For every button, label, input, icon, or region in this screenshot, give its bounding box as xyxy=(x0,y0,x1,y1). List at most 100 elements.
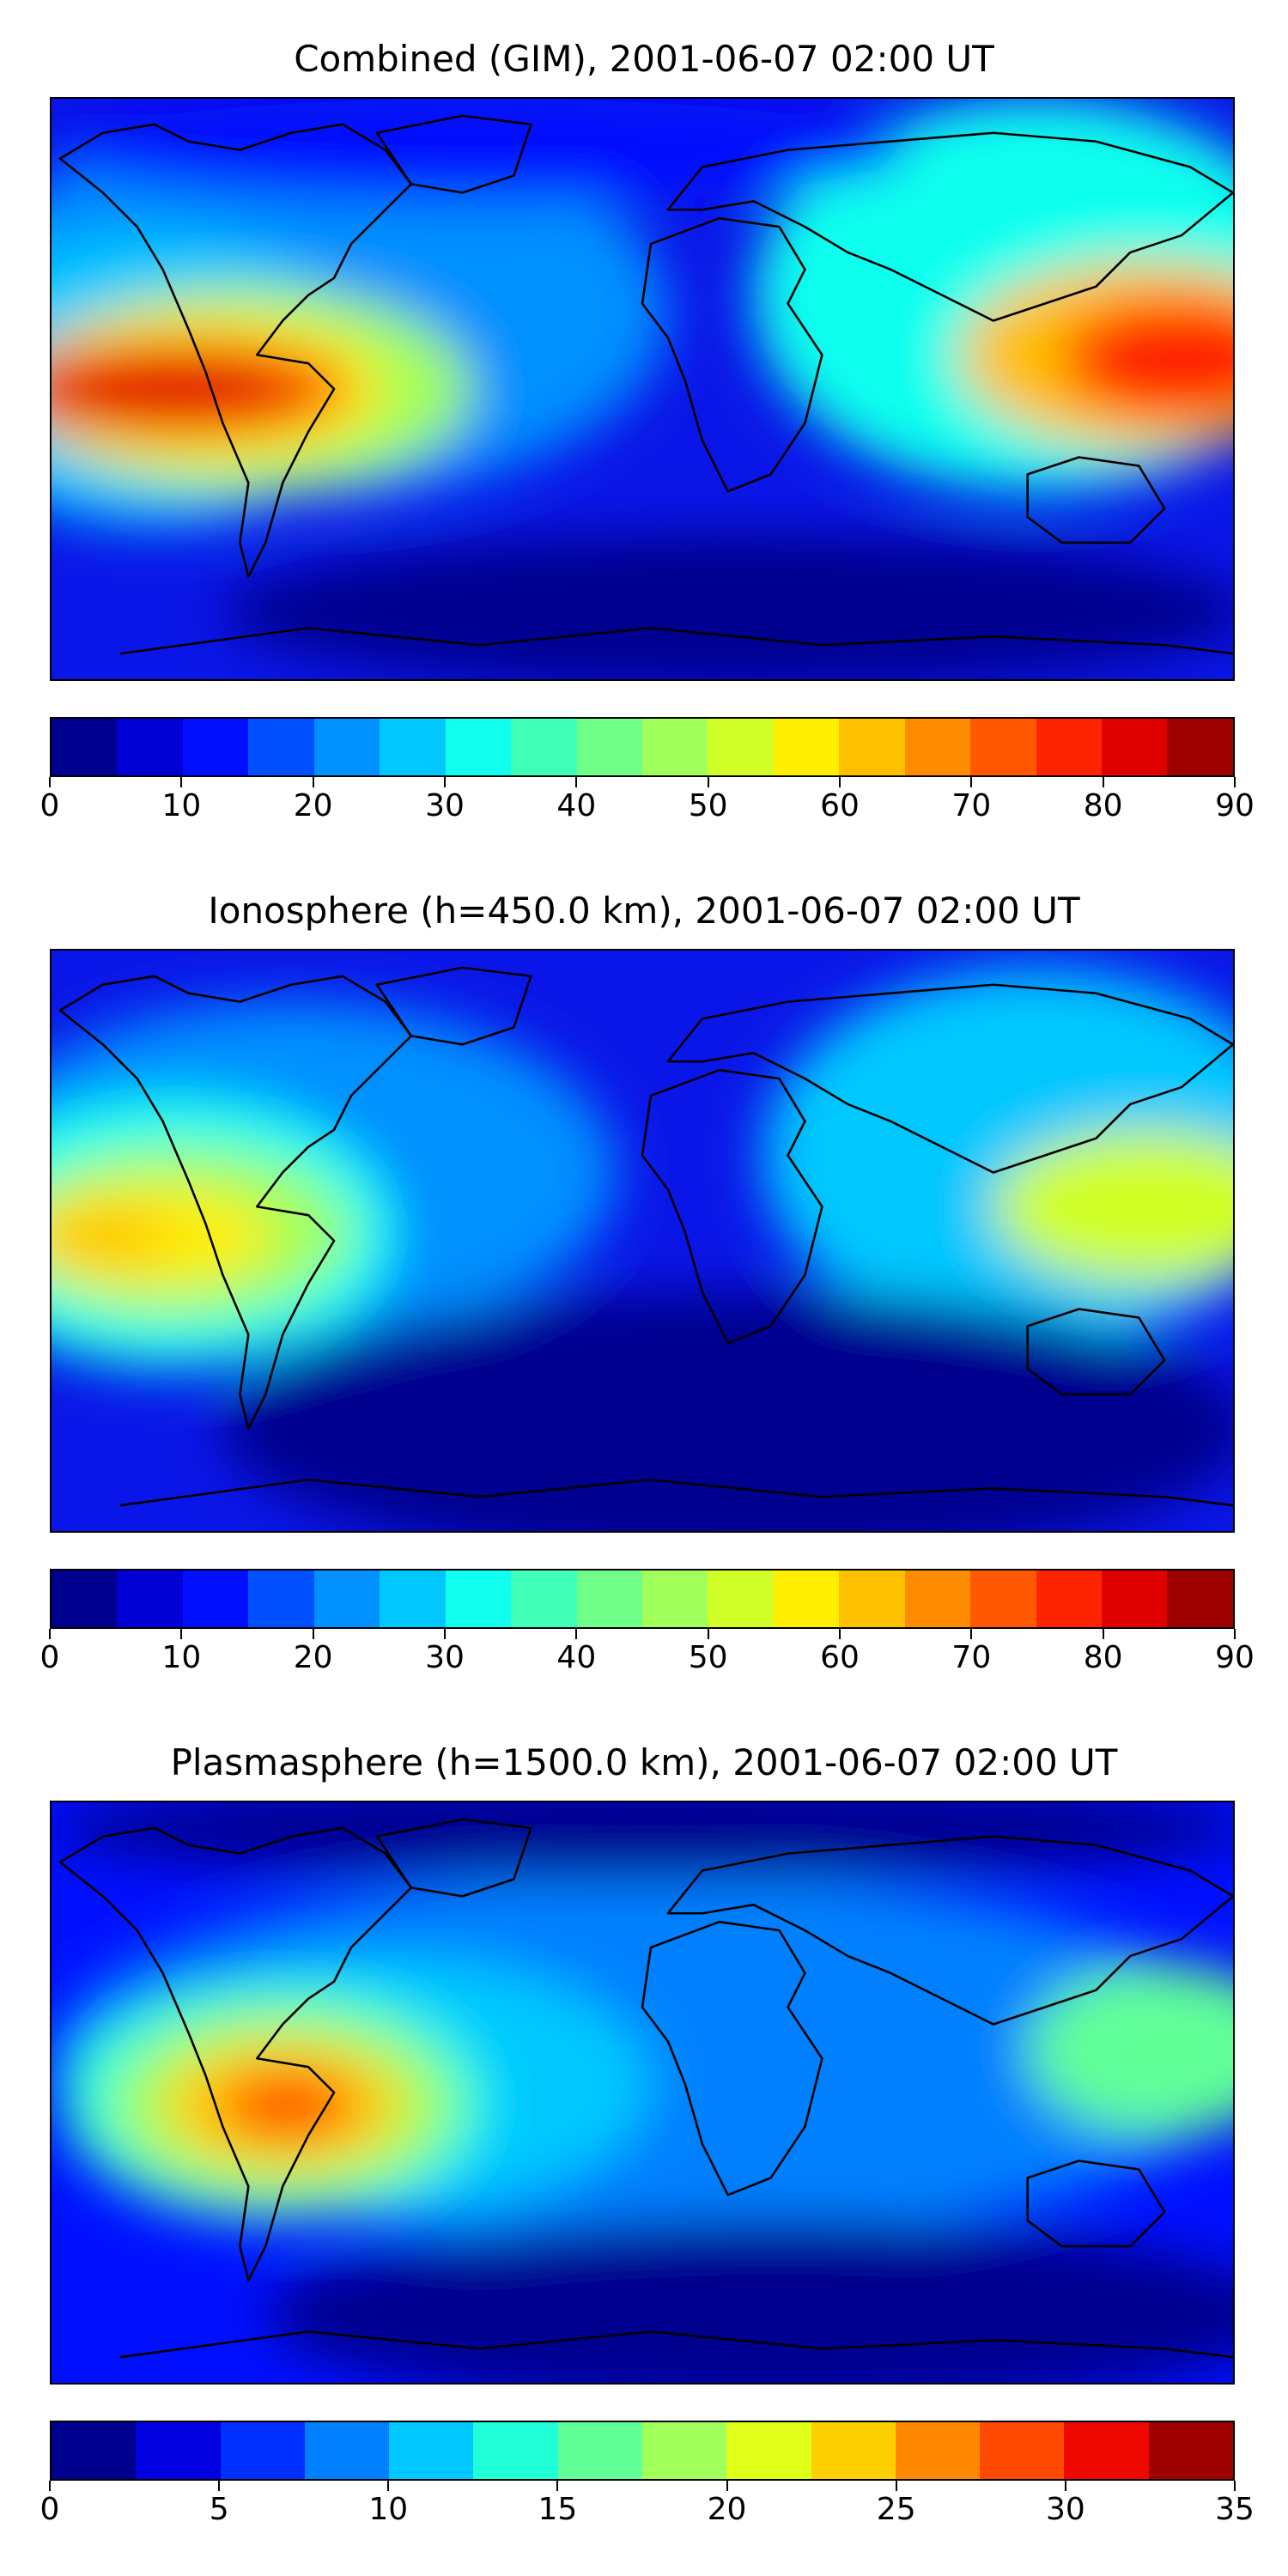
colorbar-tick-label: 50 xyxy=(688,1640,728,1675)
colorbar-tick-mark xyxy=(218,2481,221,2491)
colorbar-segment xyxy=(117,1571,183,1627)
colorbar-segment xyxy=(708,1571,774,1627)
colorbar-tick-label: 0 xyxy=(39,1640,60,1675)
colorbar-tick-mark xyxy=(49,2481,51,2491)
colorbar-segment xyxy=(511,719,577,775)
colorbar-segment xyxy=(380,1571,446,1627)
colorbar-tick-mark xyxy=(387,2481,390,2491)
colorbar-tick-mark xyxy=(1234,2481,1236,2491)
colorbar-tick-mark xyxy=(970,777,973,787)
colorbar-segment xyxy=(389,2422,474,2479)
colorbar-tick-mark xyxy=(1102,1629,1104,1639)
colorbar-tick-mark xyxy=(707,1629,709,1639)
colorbar-segment xyxy=(182,1571,249,1627)
colorbar-tick-label: 30 xyxy=(1045,2492,1085,2527)
map-plasmasphere xyxy=(50,1801,1235,2385)
colorbar-segment xyxy=(511,1571,577,1627)
panel-title-ionosphere: Ionosphere (h=450.0 km), 2001-06-07 02:0… xyxy=(208,890,1080,932)
colorbar-segment xyxy=(445,1571,512,1627)
colorbar-segment xyxy=(313,1571,380,1627)
colorbar-segment xyxy=(473,2422,558,2479)
coastlines xyxy=(58,114,1233,655)
colorbar-tick-label: 5 xyxy=(209,2492,229,2527)
colorbar-tick-mark xyxy=(1102,777,1104,787)
colorbar-tick-label: 40 xyxy=(556,1640,597,1675)
colorbar-segment xyxy=(557,2422,642,2479)
colorbar-segment xyxy=(773,1571,840,1627)
colorbar-tick-mark xyxy=(49,777,51,787)
colorbar-segment xyxy=(773,719,840,775)
colorbar-tick-label: 30 xyxy=(425,1640,465,1675)
colorbar-segment xyxy=(52,1571,118,1627)
colorbar-tick-mark xyxy=(707,777,709,787)
colorbar-tick-mark xyxy=(839,777,841,787)
coastlines xyxy=(58,1818,1233,2359)
colorbar-segment xyxy=(1148,2422,1233,2479)
colorbar-tick-label: 10 xyxy=(161,1640,202,1675)
colorbar-tick-mark xyxy=(556,2481,559,2491)
colorbar-segment xyxy=(1102,1571,1168,1627)
coastlines xyxy=(58,966,1233,1507)
map-ionosphere-svg xyxy=(52,951,1233,1531)
colorbar-segment xyxy=(641,2422,727,2479)
colorbar-segment xyxy=(1064,2422,1149,2479)
colorbar-tick-mark xyxy=(444,777,446,787)
colorbar-segment xyxy=(52,2422,137,2479)
colorbar-tick-mark xyxy=(970,1629,973,1639)
colorbar-tick-mark xyxy=(180,1629,183,1639)
colorbar-tick-mark xyxy=(312,777,314,787)
colorbar-segment xyxy=(117,719,183,775)
colorbar-segment xyxy=(811,2422,896,2479)
colorbar-segment xyxy=(220,2422,305,2479)
colorbar-segment xyxy=(726,2422,811,2479)
colorbar-segment xyxy=(970,1571,1036,1627)
colorbar-tick-mark xyxy=(1064,2481,1066,2491)
colorbar-segment xyxy=(1167,1571,1233,1627)
colorbar-tick-label: 0 xyxy=(39,2492,60,2527)
colorbar-segment xyxy=(980,2422,1065,2479)
colorbar-tick-label: 70 xyxy=(951,1640,992,1675)
colorbar-tick-mark xyxy=(444,1629,446,1639)
colorbar-tick-mark xyxy=(726,2481,728,2491)
map-combined xyxy=(50,97,1235,681)
colorbar-segment xyxy=(576,1571,642,1627)
colorbar-tick-mark xyxy=(839,1629,841,1639)
colorbar-segment xyxy=(248,1571,314,1627)
colorbar-segment xyxy=(970,719,1036,775)
colorbar-tick-label: 80 xyxy=(1083,1640,1123,1675)
colorbar-segment xyxy=(182,719,249,775)
colorbar-segment xyxy=(313,719,380,775)
map-plasmasphere-svg xyxy=(52,1802,1233,2383)
colorbar-segment xyxy=(904,719,971,775)
colorbar-segment xyxy=(1036,1571,1102,1627)
colorbar-tick-label: 0 xyxy=(39,788,60,823)
colorbar-tick-label: 90 xyxy=(1215,788,1255,823)
colorbar-tick-mark xyxy=(895,2481,897,2491)
colorbar-tick-label: 50 xyxy=(688,788,728,823)
colorbar-tick-label: 20 xyxy=(293,788,333,823)
colorbar-tick-label: 90 xyxy=(1215,1640,1255,1675)
colorbar-segment xyxy=(1036,719,1102,775)
colorbar-segment xyxy=(1167,719,1233,775)
panel-title-combined: Combined (GIM), 2001-06-07 02:00 UT xyxy=(294,38,994,80)
colorbar-segment xyxy=(641,719,708,775)
colorbar-tick-label: 35 xyxy=(1215,2492,1255,2527)
map-ionosphere xyxy=(50,949,1235,1533)
colorbar-tick-label: 70 xyxy=(951,788,992,823)
colorbar-segment xyxy=(641,1571,708,1627)
colorbar-segment xyxy=(248,719,314,775)
colorbar-tick-label: 30 xyxy=(425,788,465,823)
colorbar-segment xyxy=(445,719,512,775)
colorbar-segment xyxy=(895,2422,981,2479)
colorbar-tick-label: 20 xyxy=(293,1640,333,1675)
colorbar-ionosphere xyxy=(50,1569,1235,1629)
colorbar-tick-label: 20 xyxy=(707,2492,747,2527)
colorbar-tick-label: 60 xyxy=(820,788,860,823)
colorbar-tick-label: 80 xyxy=(1083,788,1123,823)
panel-title-plasmasphere: Plasmasphere (h=1500.0 km), 2001-06-07 0… xyxy=(170,1741,1118,1783)
colorbar-segment xyxy=(708,719,774,775)
colorbar-tick-label: 40 xyxy=(556,788,597,823)
colorbar-segment xyxy=(839,719,905,775)
colorbar-tick-label: 25 xyxy=(876,2492,916,2527)
colorbar-segment xyxy=(576,719,642,775)
